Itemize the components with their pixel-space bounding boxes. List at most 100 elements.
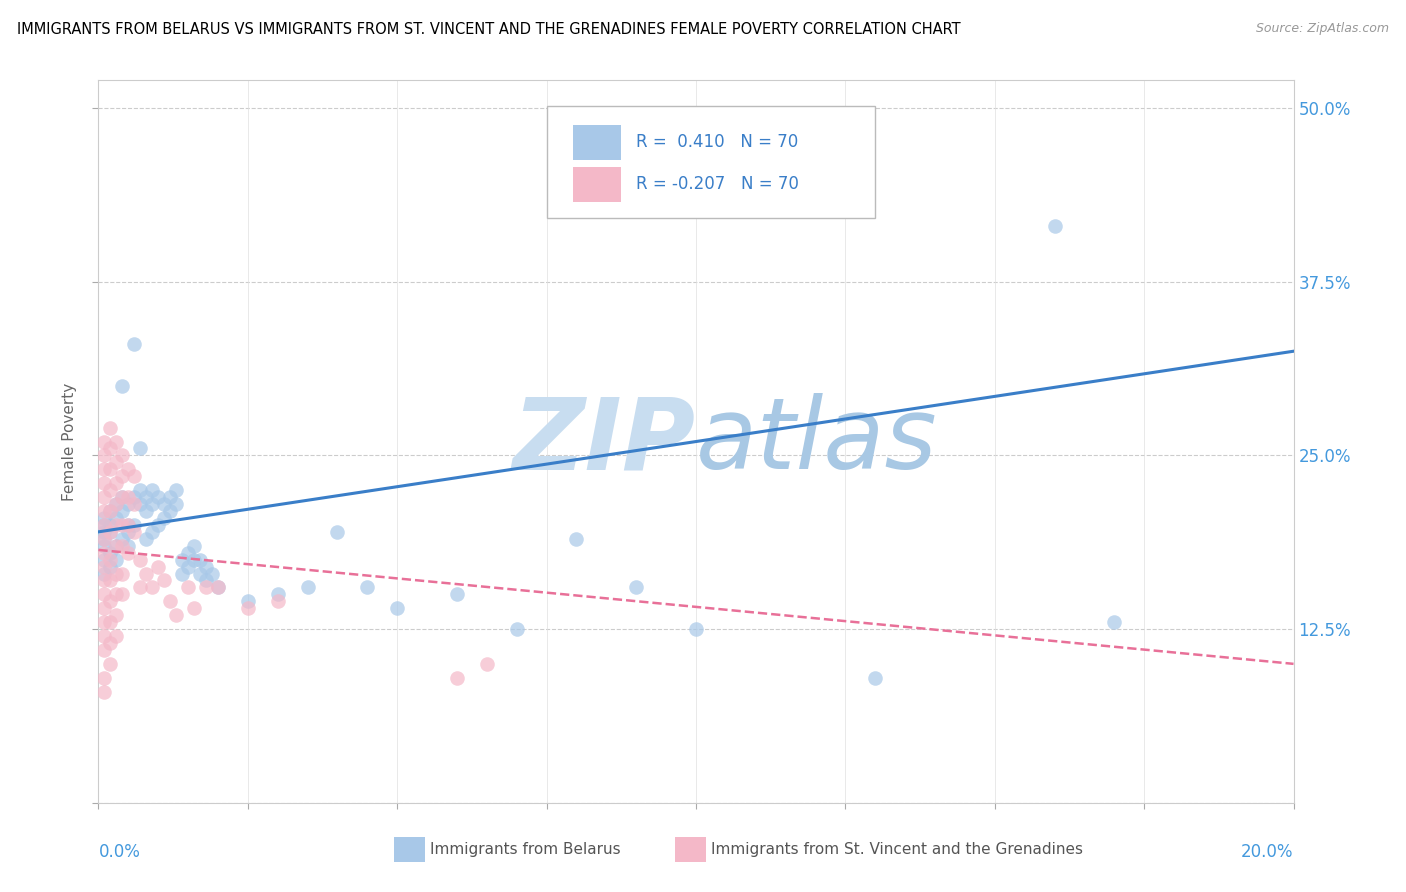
Point: [188, 552, 211, 566]
Point: [93, 532, 115, 546]
Point: [124, 469, 146, 483]
Point: [105, 629, 128, 643]
Point: [105, 517, 128, 532]
Point: [105, 539, 128, 553]
Point: [1043, 219, 1066, 234]
Point: [195, 574, 218, 588]
Point: [475, 657, 498, 671]
Point: [124, 337, 146, 351]
Point: [124, 490, 146, 504]
Point: [111, 532, 134, 546]
Point: [207, 581, 229, 595]
Point: [93, 559, 115, 574]
Point: [98, 504, 122, 518]
Point: [124, 497, 146, 511]
Point: [236, 601, 259, 615]
FancyBboxPatch shape: [572, 125, 620, 160]
Point: [93, 615, 115, 630]
Point: [165, 483, 187, 498]
Point: [141, 483, 163, 498]
Point: [117, 462, 139, 476]
Point: [111, 379, 134, 393]
Point: [105, 434, 128, 449]
Point: [93, 546, 115, 560]
Point: [98, 442, 122, 456]
Point: [93, 517, 115, 532]
FancyBboxPatch shape: [547, 105, 876, 218]
Point: [98, 483, 122, 498]
Point: [183, 552, 205, 566]
Point: [98, 524, 122, 539]
Point: [105, 455, 128, 469]
Point: [183, 601, 205, 615]
Text: R = -0.207   N = 70: R = -0.207 N = 70: [637, 176, 799, 194]
Point: [98, 517, 122, 532]
Point: [105, 476, 128, 491]
Point: [177, 546, 200, 560]
Point: [195, 581, 218, 595]
Point: [111, 539, 134, 553]
Point: [117, 497, 139, 511]
Point: [446, 671, 468, 685]
Point: [188, 566, 211, 581]
Point: [177, 559, 200, 574]
Point: [105, 497, 128, 511]
Point: [105, 587, 128, 601]
Point: [326, 524, 349, 539]
Point: [111, 566, 134, 581]
Point: [93, 643, 115, 657]
Text: Source: ZipAtlas.com: Source: ZipAtlas.com: [1256, 22, 1389, 36]
Point: [98, 594, 122, 608]
Point: [93, 587, 115, 601]
Point: [117, 524, 139, 539]
Text: 20.0%: 20.0%: [1241, 843, 1294, 861]
Point: [98, 657, 122, 671]
Point: [201, 566, 224, 581]
Point: [117, 539, 139, 553]
Point: [105, 552, 128, 566]
Point: [98, 615, 122, 630]
Point: [183, 539, 205, 553]
Point: [98, 524, 122, 539]
Point: [565, 532, 588, 546]
Point: [93, 532, 115, 546]
Point: [93, 511, 115, 525]
Point: [141, 581, 163, 595]
Point: [153, 511, 176, 525]
Point: [626, 581, 648, 595]
Point: [148, 559, 170, 574]
Point: [1104, 615, 1126, 630]
Point: [93, 539, 115, 553]
Point: [685, 622, 707, 636]
Point: [356, 581, 378, 595]
Point: [93, 490, 115, 504]
Text: IMMIGRANTS FROM BELARUS VS IMMIGRANTS FROM ST. VINCENT AND THE GRENADINES FEMALE: IMMIGRANTS FROM BELARUS VS IMMIGRANTS FR…: [17, 22, 960, 37]
Text: 0.0%: 0.0%: [98, 843, 141, 861]
Point: [93, 629, 115, 643]
Point: [98, 574, 122, 588]
Point: [111, 449, 134, 463]
Point: [165, 497, 187, 511]
Point: [93, 462, 115, 476]
Point: [93, 434, 115, 449]
Point: [446, 587, 468, 601]
Point: [105, 566, 128, 581]
Point: [141, 497, 163, 511]
Text: Immigrants from Belarus: Immigrants from Belarus: [430, 842, 621, 856]
Point: [159, 594, 181, 608]
Text: atlas: atlas: [696, 393, 938, 490]
Point: [98, 546, 122, 560]
Point: [93, 504, 115, 518]
Point: [124, 517, 146, 532]
Point: [506, 622, 529, 636]
Point: [141, 524, 163, 539]
Point: [105, 497, 128, 511]
Point: [135, 490, 157, 504]
Point: [236, 594, 259, 608]
Point: [195, 559, 218, 574]
Point: [148, 517, 170, 532]
Point: [153, 497, 176, 511]
Point: [93, 574, 115, 588]
Point: [98, 504, 122, 518]
Point: [111, 469, 134, 483]
